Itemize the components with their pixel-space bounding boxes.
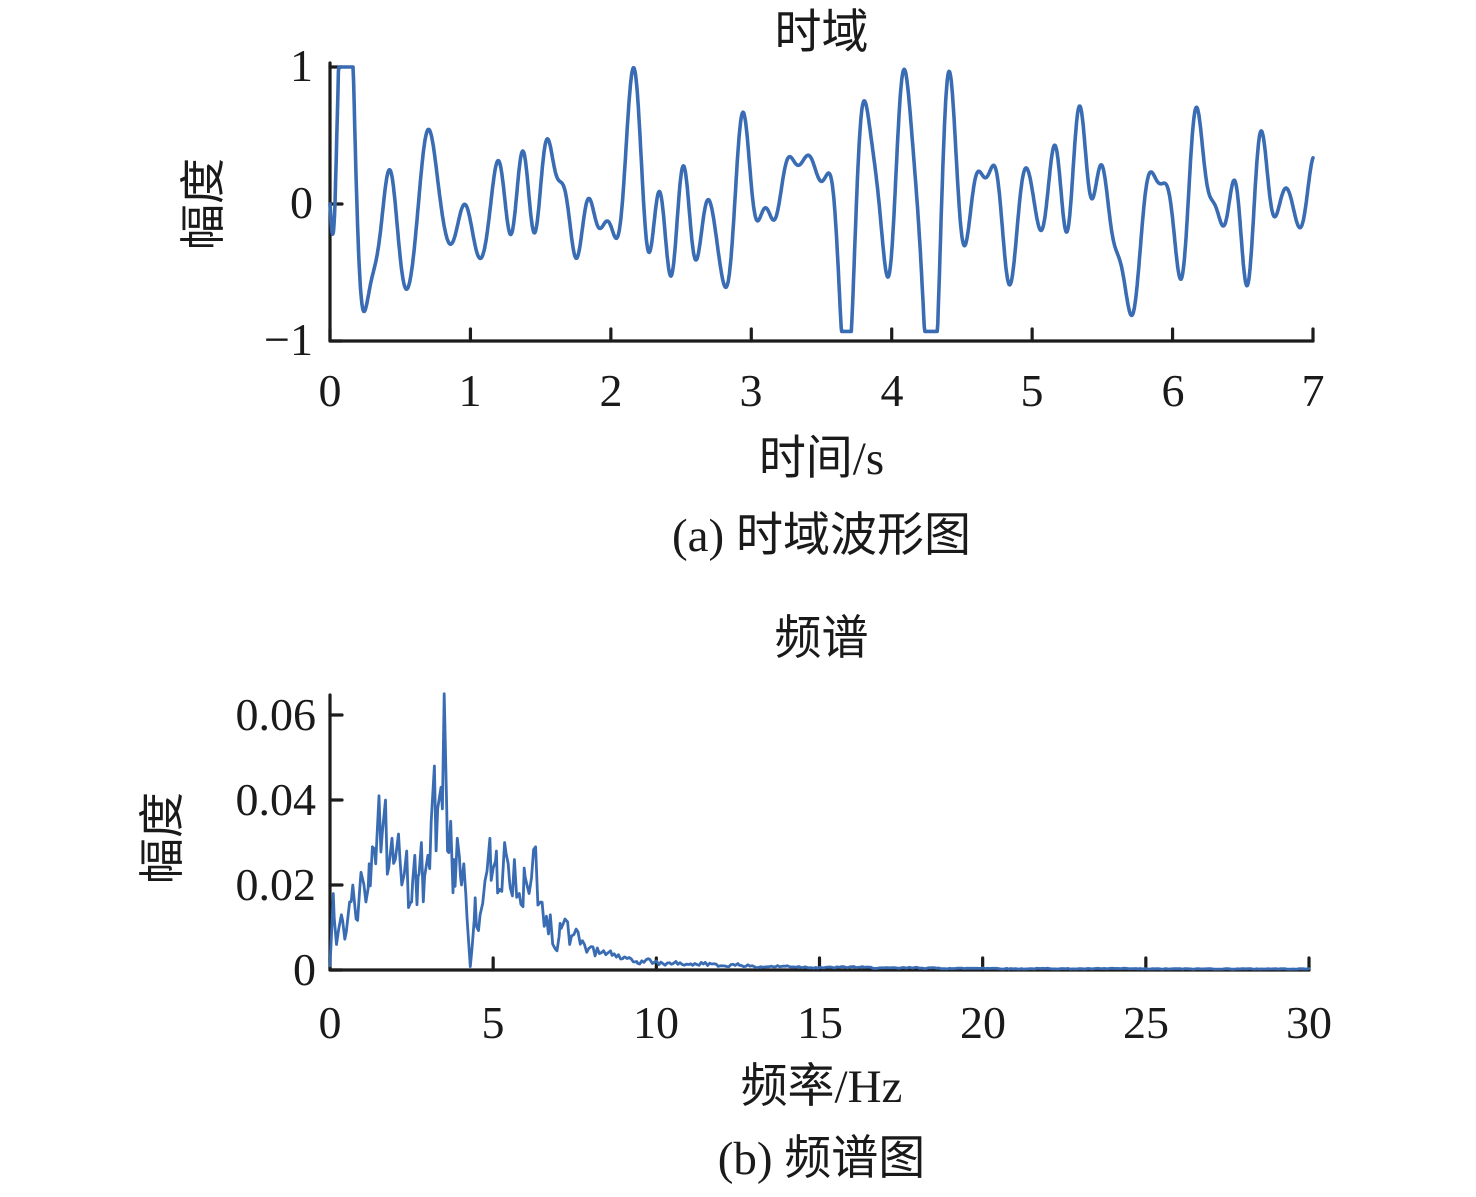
spectrum-line [328,692,1311,971]
spectrum-x-tick-label: 25 [1123,997,1169,1048]
wave-x-tick-label: 3 [739,365,763,416]
spectrum-x-axis-label: 频率/Hz [740,1061,903,1113]
wave-x-tick-label: 7 [1301,365,1325,416]
wave-y-tick-label: 0 [290,177,313,228]
wave-x-tick-label: 2 [599,365,623,416]
wave-x-tick-label: 0 [318,365,342,416]
wave-plot-area [328,61,1315,343]
spectrum-y-axis-label: 幅度 [137,792,188,884]
spectrum-x-tick-label: 30 [1286,997,1332,1048]
wave-caption: (a) 时域波形图 [672,510,971,562]
wave-x-axis-label: 时间/s [758,433,885,485]
spectrum-x-tick-label: 10 [633,997,679,1048]
wave-y-tick-label: 1 [290,40,313,91]
waveform-line [328,65,1315,334]
spectrum-y-tick-label: 0.04 [235,774,317,825]
spectrum-x-tick-label: 0 [318,997,342,1048]
wave-x-tick-label: 6 [1161,365,1185,416]
axis-spines [328,61,1315,343]
spectrum-y-tick-label: 0.02 [235,859,317,910]
spectrum-y-tick-label: 0 [293,944,316,995]
wave-x-tick-label: 5 [1020,365,1044,416]
spectrum-x-tick-label: 20 [960,997,1006,1048]
spectrum-plot-area [328,692,1311,972]
wave-chart-title: 时域 [774,7,869,59]
wave-y-tick-label: −1 [264,314,313,365]
axis-ticks [328,713,1311,972]
axis-ticks [328,65,1315,343]
spectrum-chart-title: 频谱 [774,613,869,665]
spectrum-y-tick-label: 0.06 [235,689,317,740]
wave-x-tick-label: 1 [458,365,482,416]
spectrum-caption: (b) 频谱图 [717,1133,926,1185]
wave-x-tick-label: 4 [880,365,904,416]
spectrum-x-tick-label: 5 [481,997,505,1048]
spectrum-x-tick-label: 15 [797,997,843,1048]
